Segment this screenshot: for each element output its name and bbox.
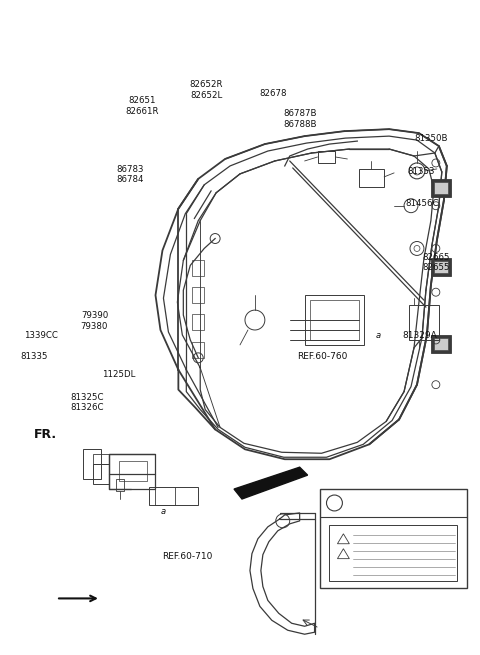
Bar (305, 295, 364, 345)
Bar (360, 169, 384, 187)
Bar (431, 179, 451, 196)
Bar (434, 261, 448, 273)
Text: REF.60-760: REF.60-760 (297, 352, 348, 362)
Text: 81329A: 81329A (402, 331, 437, 340)
Bar (93, 464, 109, 484)
Polygon shape (234, 467, 308, 499)
Text: 86787B
86788B: 86787B 86788B (283, 109, 316, 129)
Bar (192, 288, 204, 303)
Text: 81456C: 81456C (406, 199, 439, 208)
Text: 82678: 82678 (260, 88, 287, 98)
Text: REF.60-710: REF.60-710 (162, 552, 213, 561)
Bar (431, 259, 451, 276)
Bar (116, 479, 124, 491)
Bar (320, 489, 467, 588)
Text: 79390
79380: 79390 79380 (81, 311, 108, 331)
Text: 81350B: 81350B (414, 134, 448, 143)
Bar (434, 338, 448, 350)
Text: 1339CC: 1339CC (24, 331, 58, 340)
Text: 1125DL: 1125DL (102, 370, 135, 379)
Bar (409, 305, 439, 340)
Bar (318, 151, 336, 163)
Bar (434, 182, 448, 194)
Text: 81325C
81326C: 81325C 81326C (71, 393, 104, 412)
Bar (109, 455, 156, 489)
Bar (83, 449, 101, 479)
Text: 81335: 81335 (20, 352, 48, 362)
Text: 82665
82655: 82665 82655 (423, 253, 450, 272)
Text: 86783
86784: 86783 86784 (117, 165, 144, 184)
Bar (93, 455, 109, 464)
Text: a: a (161, 506, 166, 515)
Bar (192, 314, 204, 330)
Text: a: a (376, 331, 381, 340)
Bar (148, 487, 198, 505)
Bar (119, 461, 146, 481)
Text: FR.: FR. (34, 428, 57, 441)
Text: 82651
82661R: 82651 82661R (125, 96, 159, 116)
Bar (329, 525, 457, 580)
Text: 81353: 81353 (408, 167, 435, 176)
Bar (310, 300, 360, 340)
Bar (431, 335, 451, 353)
Bar (192, 261, 204, 276)
Bar (192, 342, 204, 358)
Text: 82652R
82652L: 82652R 82652L (190, 80, 223, 100)
